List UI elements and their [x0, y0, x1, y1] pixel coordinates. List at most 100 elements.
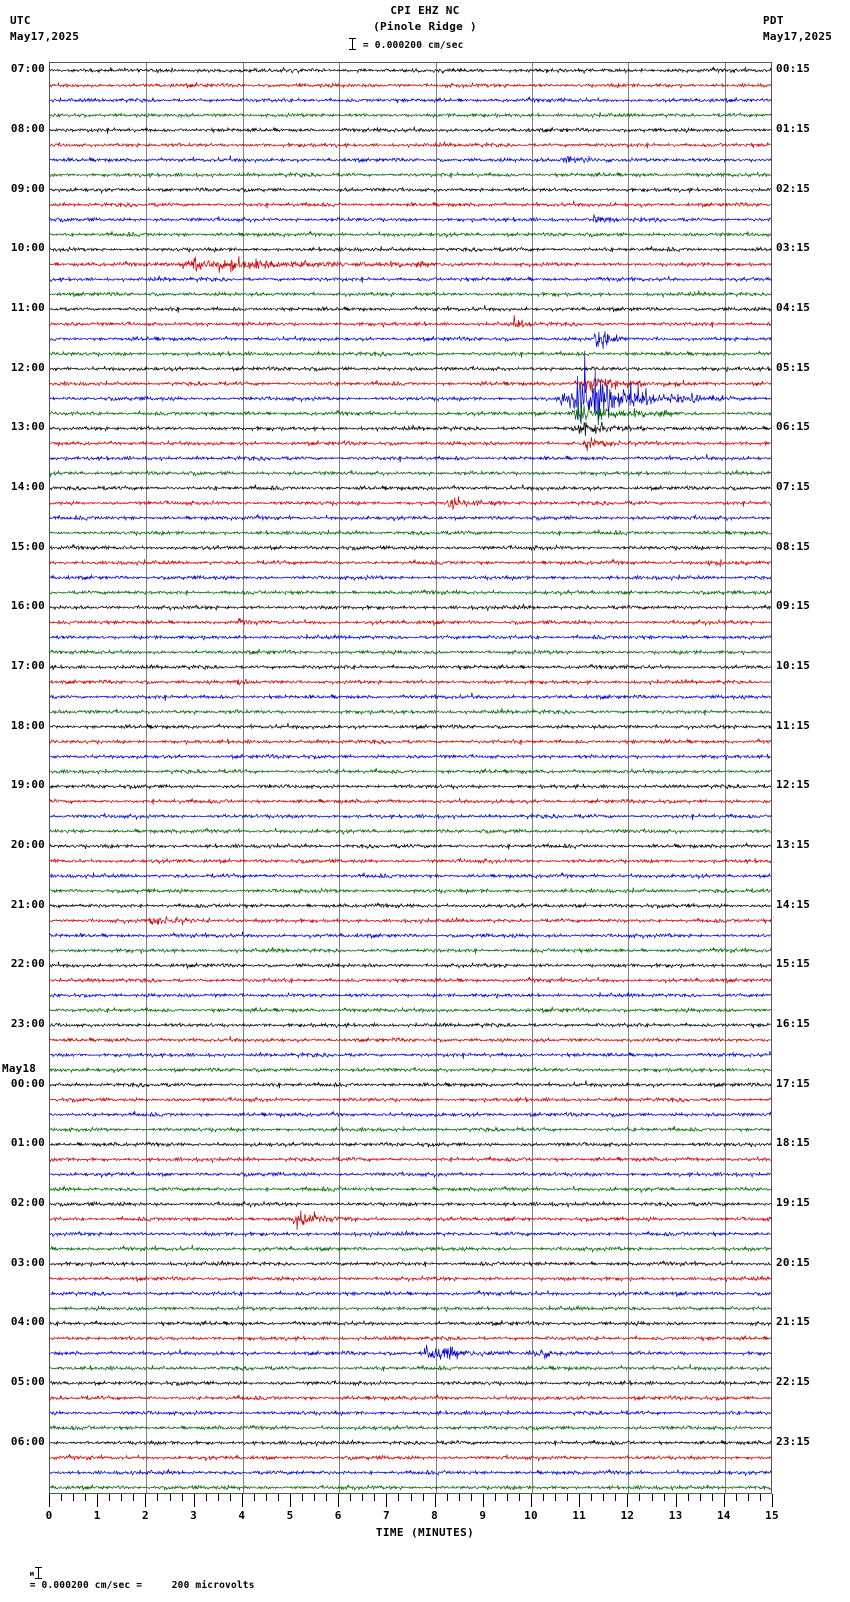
- trace-row-7: [50, 171, 771, 179]
- trace-row-23: [50, 402, 771, 422]
- x-minor-tick: [567, 1494, 568, 1501]
- row-label-pdt-0315: 03:15: [776, 241, 811, 255]
- x-major-tick-1: [97, 1494, 98, 1507]
- x-major-tick-6: [338, 1494, 339, 1507]
- row-label-pdt-1215: 12:15: [776, 778, 811, 792]
- station-name: (Pinole Ridge ): [373, 20, 477, 33]
- row-label-pdt-1115: 11:15: [776, 718, 811, 732]
- x-major-tick-2: [145, 1494, 146, 1507]
- x-minor-tick: [326, 1494, 327, 1501]
- gridline-minute-2: [146, 63, 147, 1493]
- row-label-pdt-1615: 16:15: [776, 1017, 811, 1031]
- trace-row-10: [50, 214, 771, 224]
- x-minor-tick: [218, 1494, 219, 1501]
- trace-row-0: [50, 66, 771, 75]
- header-left-date: May17,2025: [10, 30, 80, 43]
- x-minor-tick: [254, 1494, 255, 1501]
- trace-row-71: [50, 1125, 771, 1133]
- trace-row-42: [50, 692, 771, 701]
- row-label-pdt-1815: 18:15: [776, 1136, 811, 1150]
- trace-row-26: [50, 453, 771, 463]
- row-label-pdt-0215: 02:15: [776, 181, 811, 195]
- trace-row-84: [50, 1319, 771, 1327]
- header-left-timezone-block: UTC May17,2025: [10, 13, 79, 45]
- x-minor-tick: [411, 1494, 412, 1501]
- row-label-pdt-0815: 08:15: [776, 539, 811, 553]
- x-minor-tick: [206, 1494, 207, 1501]
- trace-row-90: [50, 1409, 771, 1417]
- trace-row-44: [50, 722, 771, 731]
- trace-row-95: [50, 1483, 771, 1492]
- x-minor-tick: [688, 1494, 689, 1501]
- row-label-utc-2100: 21:00: [10, 897, 45, 911]
- trace-row-83: [50, 1304, 771, 1313]
- header-scale-text: = 0.000200 cm/sec: [362, 40, 464, 51]
- trace-row-60: [50, 961, 771, 970]
- x-minor-tick: [61, 1494, 62, 1501]
- trace-row-13: [50, 255, 771, 273]
- trace-row-29: [50, 496, 771, 510]
- trace-row-70: [50, 1110, 771, 1119]
- trace-row-68: [50, 1080, 771, 1089]
- row-label-utc-2300: 23:00: [10, 1017, 45, 1031]
- x-minor-tick: [700, 1494, 701, 1501]
- row-label-utc-1600: 16:00: [10, 599, 45, 613]
- trace-row-12: [50, 245, 771, 253]
- x-minor-tick: [591, 1494, 592, 1501]
- trace-row-38: [50, 633, 771, 641]
- trace-row-16: [50, 304, 771, 313]
- x-minor-tick: [615, 1494, 616, 1501]
- x-axis-label-12: 12: [620, 1509, 635, 1522]
- row-label-utc-1800: 18:00: [10, 718, 45, 732]
- trace-row-6: [50, 155, 771, 164]
- x-axis-label-4: 4: [238, 1509, 246, 1522]
- gridline-minute-14: [725, 63, 726, 1493]
- x-minor-tick: [712, 1494, 713, 1501]
- trace-row-19: [50, 350, 771, 358]
- x-major-tick-5: [290, 1494, 291, 1507]
- header-right-timezone-block: PDT May17,2025: [763, 13, 832, 45]
- seismogram-plot[interactable]: [49, 62, 772, 1494]
- trace-row-80: [50, 1260, 771, 1268]
- x-axis-label-13: 13: [668, 1509, 683, 1522]
- x-minor-tick: [278, 1494, 279, 1501]
- x-minor-tick: [133, 1494, 134, 1501]
- row-label-pdt-0015: 00:15: [776, 62, 811, 76]
- x-minor-tick: [471, 1494, 472, 1501]
- row-label-pdt-2015: 20:15: [776, 1255, 811, 1269]
- x-minor-tick: [447, 1494, 448, 1501]
- trace-row-35: [50, 588, 771, 597]
- row-label-utc-1500: 15:00: [10, 539, 45, 553]
- x-major-tick-12: [627, 1494, 628, 1507]
- trace-row-18: [50, 331, 771, 349]
- trace-row-81: [50, 1275, 771, 1283]
- trace-row-58: [50, 931, 771, 940]
- trace-row-1: [50, 81, 771, 89]
- row-label-utc-0200: 02:00: [10, 1196, 45, 1210]
- x-minor-tick: [495, 1494, 496, 1501]
- trace-row-17: [50, 315, 771, 329]
- x-major-tick-11: [579, 1494, 580, 1507]
- x-minor-tick: [459, 1494, 460, 1501]
- trace-row-47: [50, 767, 771, 776]
- row-label-pdt-1715: 17:15: [776, 1076, 811, 1090]
- trace-row-52: [50, 842, 771, 850]
- x-major-tick-15: [772, 1494, 773, 1507]
- trace-row-8: [50, 186, 771, 195]
- x-major-tick-7: [386, 1494, 387, 1507]
- row-label-utc-1400: 14:00: [10, 480, 45, 494]
- trace-row-9: [50, 200, 771, 209]
- row-label-pdt-0615: 06:15: [776, 420, 811, 434]
- footer-scale-prefix: м: [29, 1570, 35, 1578]
- trace-row-25: [50, 437, 771, 452]
- x-minor-tick: [543, 1494, 544, 1501]
- trace-row-89: [50, 1394, 771, 1402]
- row-label-pdt-1415: 14:15: [776, 897, 811, 911]
- x-major-tick-13: [676, 1494, 677, 1507]
- trace-row-51: [50, 827, 771, 835]
- trace-row-4: [50, 126, 771, 134]
- row-label-utc-1100: 11:00: [10, 301, 45, 315]
- x-minor-tick: [109, 1494, 110, 1501]
- x-axis-label-1: 1: [93, 1509, 101, 1522]
- row-label-pdt-1515: 15:15: [776, 957, 811, 971]
